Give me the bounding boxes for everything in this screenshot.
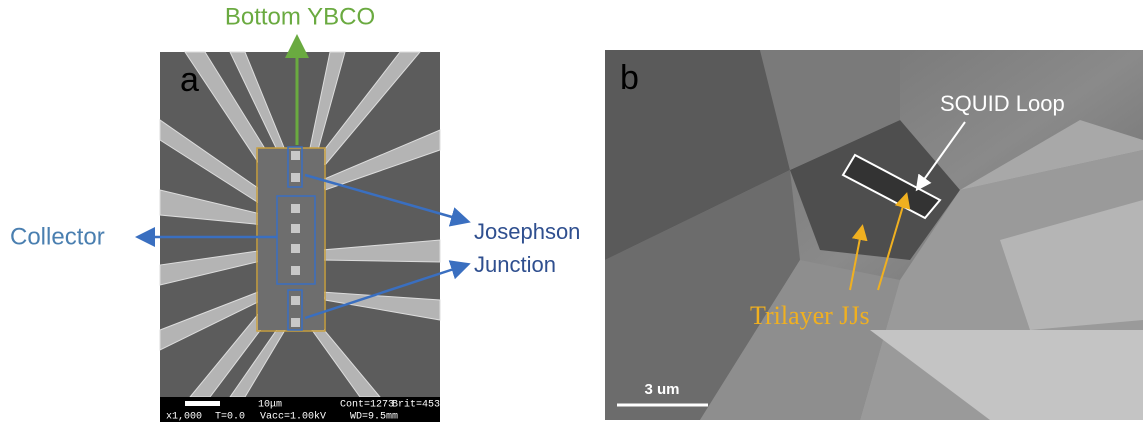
- annotation: Trilayer JJs: [750, 301, 870, 330]
- panel-label: a: [180, 61, 199, 99]
- info-magnification: x1,000: [166, 412, 202, 423]
- info-contrast: Cont=1273: [340, 400, 394, 411]
- figure: 10μm Cont=1273 Brit=453 x1,000 T=0.0 Vac…: [0, 0, 1143, 425]
- panel-label: b: [620, 59, 639, 97]
- annotation: Junction: [474, 252, 556, 277]
- annotation: Collector: [10, 223, 105, 250]
- info-voltage: Vacc=1.00kV: [260, 411, 326, 423]
- annotation: SQUID Loop: [940, 91, 1065, 116]
- info-tilt: T=0.0: [215, 412, 245, 423]
- annotation: Josephson: [474, 219, 580, 244]
- info-scale: 10μm: [258, 400, 282, 411]
- info-brightness: Brit=453: [392, 399, 440, 411]
- info-wd: WD=9.5mm: [350, 412, 398, 423]
- annotation: Bottom YBCO: [225, 3, 375, 30]
- scale-bar-label: 3 um: [644, 381, 679, 398]
